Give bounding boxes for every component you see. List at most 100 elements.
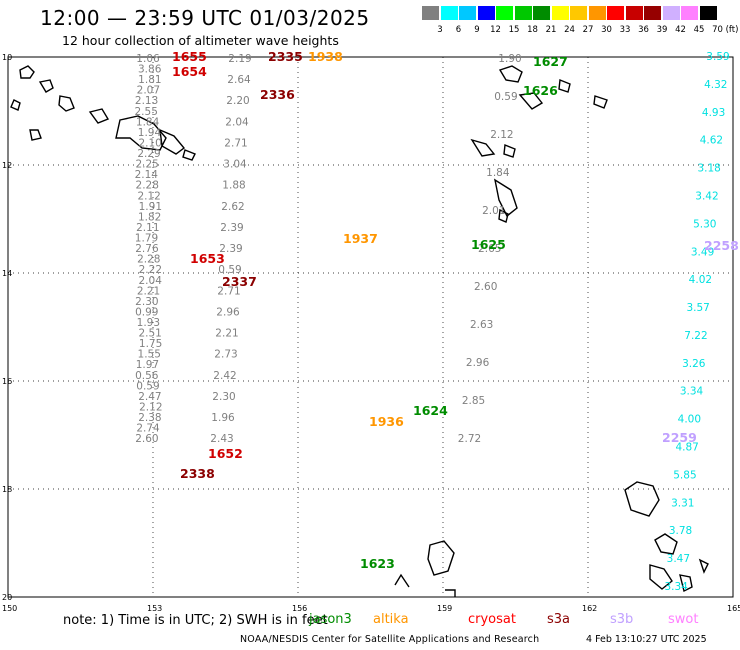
wave-height-value: 1.93: [137, 317, 160, 329]
color-swatch: [496, 6, 513, 20]
color-scale-label: 70: [712, 25, 723, 35]
wave-height-value: 2.39: [219, 243, 242, 255]
color-scale-label: 33: [619, 25, 631, 35]
coastline-shape: [558, 79, 571, 93]
wave-height-value: 7.22: [684, 330, 707, 342]
color-scale-label: 45: [693, 25, 705, 35]
pass-time-marker: 1652: [208, 446, 243, 461]
wave-height-value: 1.94: [138, 127, 162, 139]
wave-height-value: 3.04: [223, 159, 247, 171]
wave-height-value: 2.14: [135, 169, 159, 181]
wave-height-value: 2.25: [135, 159, 158, 171]
coastline-shape: [698, 558, 709, 574]
wave-height-value: 2.13: [135, 95, 158, 107]
wave-height-value: 0.59: [136, 380, 159, 392]
color-swatch: [644, 6, 661, 20]
coastline-shape: [159, 128, 186, 155]
color-swatch: [588, 6, 606, 20]
wave-height-value: 3.18: [697, 163, 720, 175]
wave-height-value: 2.72: [458, 433, 481, 445]
pass-time-marker: 1937: [343, 231, 378, 246]
wave-height-value: 1.97: [136, 359, 159, 371]
coastline-shape: [654, 533, 678, 555]
wave-height-value: 2.22: [139, 264, 162, 276]
color-swatch: [570, 6, 587, 20]
wave-height-value: 4.87: [675, 442, 698, 454]
color-scale-label: 21: [545, 25, 557, 35]
wave-height-value: 4.93: [702, 107, 725, 119]
lat-tick-label: 14: [2, 269, 12, 278]
pass-time-marker: 2336: [260, 87, 295, 102]
coastline-shape: [679, 574, 693, 593]
wave-height-value: 2.07: [137, 85, 160, 97]
color-swatch: [514, 6, 532, 20]
pass-time-marker: 1653: [190, 251, 225, 266]
wave-height-value: 3.59: [706, 51, 729, 63]
color-swatch: [681, 6, 698, 20]
color-swatch: [422, 6, 439, 20]
pass-time-marker: 2259: [662, 430, 697, 445]
wave-height-value: 2.10: [138, 137, 161, 149]
wave-height-value: 4.00: [678, 414, 701, 426]
wave-height-value: 1.84: [486, 167, 510, 179]
coastline-shape: [182, 149, 196, 161]
coastline-shape: [88, 108, 110, 124]
coastline-shape: [503, 144, 516, 158]
satellite-legend-item: cryosat: [468, 612, 516, 627]
color-scale-label: 12: [490, 25, 501, 35]
map-border: [7, 56, 734, 598]
coastline: [10, 65, 709, 597]
wave-height-value: 1.91: [139, 201, 162, 213]
wave-height-value: 2.01: [482, 205, 505, 217]
color-swatch: [625, 6, 643, 20]
wave-height-value: 2.76: [135, 243, 159, 255]
wave-height-value: 1.90: [498, 53, 521, 65]
color-scale-label: 3: [437, 25, 443, 35]
satellite-legend-item: altika: [373, 612, 409, 627]
color-scale-label: 6: [455, 25, 462, 35]
color-scale-label: 15: [508, 25, 520, 35]
wave-height-value: 2.11: [136, 222, 159, 234]
wave-height-value: 2.04: [139, 275, 163, 287]
wave-height-value: 4.32: [704, 79, 727, 91]
lon-tick-label: 162: [582, 604, 597, 613]
wave-height-value: 2.96: [216, 306, 240, 318]
wave-height-value: 2.21: [215, 328, 238, 340]
pass-time-marker: 1627: [533, 54, 568, 69]
wave-height-value: 2.20: [226, 95, 249, 107]
lon-tick-label: 165: [727, 604, 740, 613]
wave-height-value: 2.64: [227, 74, 251, 86]
satellite-legend-item: s3b: [610, 612, 634, 627]
map-frame: [7, 56, 734, 598]
satellite-legend-item: swot: [668, 612, 699, 627]
altimeter-track: 2.19 2.64 2.20 2.04 2.71 3.04 1.88 2.62 2.39 2.39…: [210, 53, 251, 445]
pass-time-marker: 2335: [268, 49, 303, 64]
altimeter-tracks: 1.063.861.812.072.132.551.841.942.102.29…: [135, 51, 730, 593]
color-scale-label: 9: [474, 25, 480, 35]
wave-height-value: 2.39: [220, 222, 243, 234]
color-swatch: [440, 6, 458, 20]
altimeter-track: 1.063.861.812.072.132.551.841.942.102.29…: [135, 53, 163, 445]
wave-height-value: 2.62: [221, 201, 244, 213]
wave-height-value: 2.73: [214, 349, 237, 361]
coastline-shape: [10, 99, 21, 111]
wave-height-value: 2.60: [474, 281, 497, 293]
color-swatch: [551, 6, 569, 20]
coastline-shape: [38, 79, 54, 93]
color-scale-label: 18: [527, 25, 538, 35]
wave-height-value: 3.31: [671, 497, 694, 509]
wave-height-value: 1.06: [136, 53, 160, 65]
wave-height-value: 1.55: [138, 349, 161, 361]
wave-height-value: 2.28: [137, 254, 160, 266]
wave-height-value: 3.78: [669, 525, 692, 537]
wave-height-value: 2.30: [212, 391, 235, 403]
wave-height-value: 2.21: [137, 285, 160, 297]
lat-tick-label: 20: [2, 593, 12, 602]
wave-height-value: 3.86: [138, 64, 162, 76]
map-title: 12:00 — 23:59 UTC 01/03/2025: [40, 6, 370, 30]
coastline-shape: [498, 208, 509, 223]
coastline-shape: [394, 573, 410, 588]
wave-height-value: 1.88: [222, 180, 245, 192]
